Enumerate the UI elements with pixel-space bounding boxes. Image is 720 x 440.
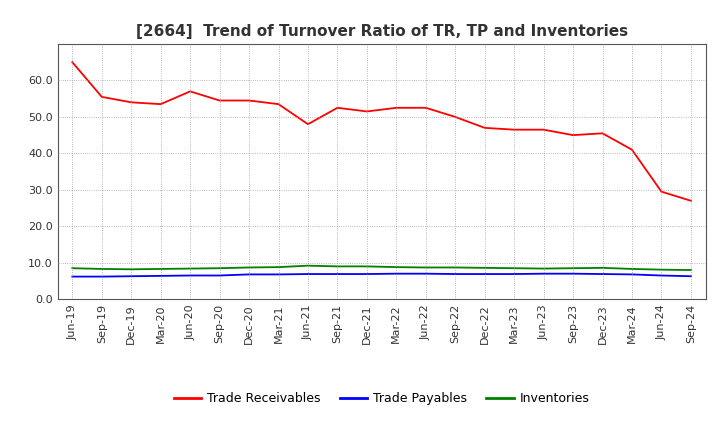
Trade Payables — [333, 271, 342, 277]
Trade Receivables — [304, 121, 312, 127]
Trade Payables — [539, 271, 548, 276]
Trade Receivables — [186, 89, 194, 94]
Inventories — [274, 264, 283, 270]
Trade Payables — [186, 273, 194, 278]
Trade Payables — [363, 271, 372, 277]
Inventories — [245, 265, 253, 270]
Trade Receivables — [333, 105, 342, 110]
Trade Payables — [127, 274, 135, 279]
Trade Payables — [510, 271, 518, 277]
Line: Inventories: Inventories — [72, 266, 691, 270]
Inventories — [598, 265, 607, 271]
Trade Payables — [480, 271, 489, 277]
Inventories — [304, 263, 312, 268]
Inventories — [480, 265, 489, 271]
Inventories — [569, 266, 577, 271]
Trade Receivables — [480, 125, 489, 131]
Inventories — [687, 268, 696, 273]
Trade Receivables — [451, 114, 459, 120]
Trade Payables — [569, 271, 577, 276]
Title: [2664]  Trend of Turnover Ratio of TR, TP and Inventories: [2664] Trend of Turnover Ratio of TR, TP… — [135, 24, 628, 39]
Line: Trade Receivables: Trade Receivables — [72, 62, 691, 201]
Trade Receivables — [539, 127, 548, 132]
Line: Trade Payables: Trade Payables — [72, 274, 691, 277]
Trade Payables — [598, 271, 607, 277]
Inventories — [156, 266, 165, 271]
Trade Payables — [451, 271, 459, 277]
Trade Receivables — [628, 147, 636, 152]
Trade Payables — [657, 273, 666, 278]
Trade Receivables — [392, 105, 400, 110]
Trade Receivables — [127, 100, 135, 105]
Inventories — [421, 265, 430, 270]
Trade Receivables — [156, 102, 165, 107]
Trade Receivables — [97, 94, 106, 99]
Inventories — [186, 266, 194, 271]
Trade Receivables — [657, 189, 666, 194]
Inventories — [392, 264, 400, 270]
Trade Payables — [304, 271, 312, 277]
Trade Payables — [687, 274, 696, 279]
Trade Payables — [274, 272, 283, 277]
Trade Payables — [97, 274, 106, 279]
Trade Payables — [245, 272, 253, 277]
Trade Receivables — [68, 59, 76, 65]
Trade Payables — [215, 273, 224, 278]
Inventories — [451, 265, 459, 270]
Trade Receivables — [569, 132, 577, 138]
Inventories — [657, 267, 666, 272]
Trade Payables — [156, 273, 165, 279]
Trade Payables — [421, 271, 430, 276]
Trade Receivables — [215, 98, 224, 103]
Trade Receivables — [421, 105, 430, 110]
Inventories — [363, 264, 372, 269]
Trade Payables — [68, 274, 76, 279]
Inventories — [333, 264, 342, 269]
Inventories — [127, 267, 135, 272]
Trade Receivables — [510, 127, 518, 132]
Trade Payables — [392, 271, 400, 276]
Trade Payables — [628, 272, 636, 277]
Inventories — [510, 266, 518, 271]
Inventories — [539, 266, 548, 271]
Inventories — [97, 266, 106, 271]
Legend: Trade Receivables, Trade Payables, Inventories: Trade Receivables, Trade Payables, Inven… — [168, 387, 595, 410]
Inventories — [68, 266, 76, 271]
Trade Receivables — [274, 102, 283, 107]
Trade Receivables — [245, 98, 253, 103]
Trade Receivables — [363, 109, 372, 114]
Trade Receivables — [598, 131, 607, 136]
Inventories — [215, 266, 224, 271]
Trade Receivables — [687, 198, 696, 203]
Inventories — [628, 266, 636, 271]
